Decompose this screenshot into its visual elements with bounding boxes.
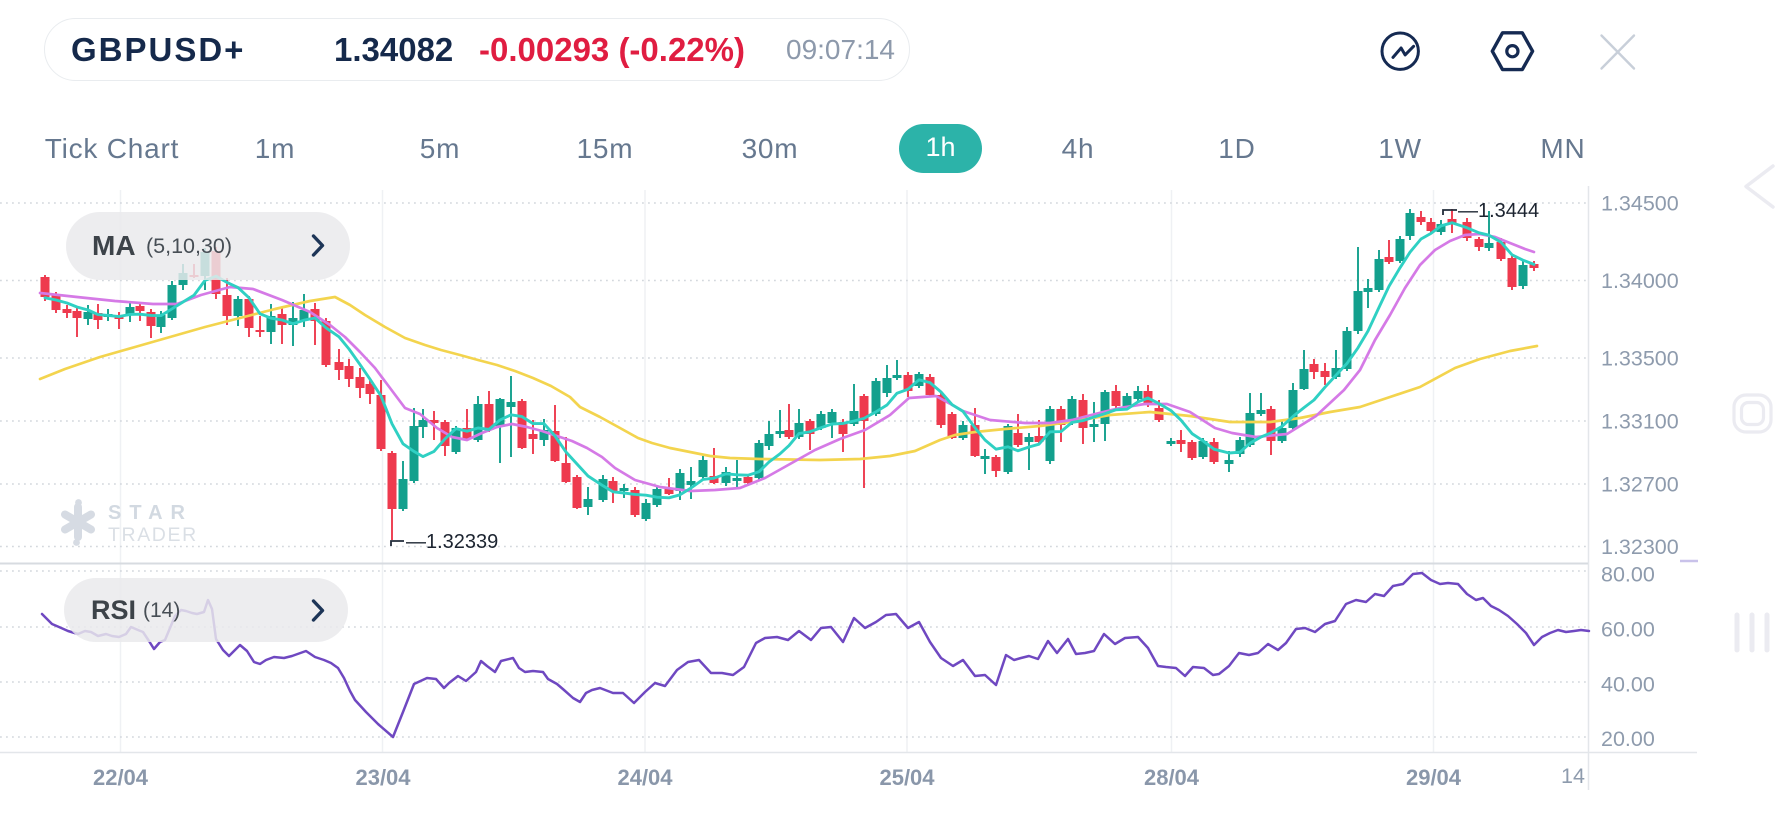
svg-text:29/04: 29/04 <box>1406 765 1462 790</box>
svg-text:(14): (14) <box>143 599 180 622</box>
svg-text:1.34500: 1.34500 <box>1601 192 1679 216</box>
svg-text:24/04: 24/04 <box>617 765 673 790</box>
svg-text:22/04: 22/04 <box>93 765 149 790</box>
svg-text:14: 14 <box>1561 764 1585 788</box>
svg-text:—1.32339: —1.32339 <box>406 531 498 553</box>
svg-text:TRADER: TRADER <box>108 524 198 546</box>
svg-text:60.00: 60.00 <box>1601 618 1655 642</box>
svg-text:20.00: 20.00 <box>1601 727 1655 751</box>
svg-text:28/04: 28/04 <box>1144 765 1200 790</box>
svg-text:1.33100: 1.33100 <box>1601 410 1679 434</box>
svg-text:25/04: 25/04 <box>879 765 935 790</box>
svg-text:—1.3444: —1.3444 <box>1458 200 1539 222</box>
svg-text:MA: MA <box>92 230 136 261</box>
svg-text:40.00: 40.00 <box>1601 673 1655 697</box>
svg-text:(5,10,30): (5,10,30) <box>146 234 232 258</box>
svg-text:1.34000: 1.34000 <box>1601 269 1679 293</box>
svg-text:23/04: 23/04 <box>355 765 411 790</box>
svg-text:1.32700: 1.32700 <box>1601 473 1679 497</box>
svg-text:1.32300: 1.32300 <box>1601 535 1679 559</box>
svg-text:80.00: 80.00 <box>1601 563 1655 587</box>
svg-text:RSI: RSI <box>91 595 136 625</box>
svg-text:STAR: STAR <box>108 502 193 524</box>
svg-text:1.33500: 1.33500 <box>1601 347 1679 371</box>
